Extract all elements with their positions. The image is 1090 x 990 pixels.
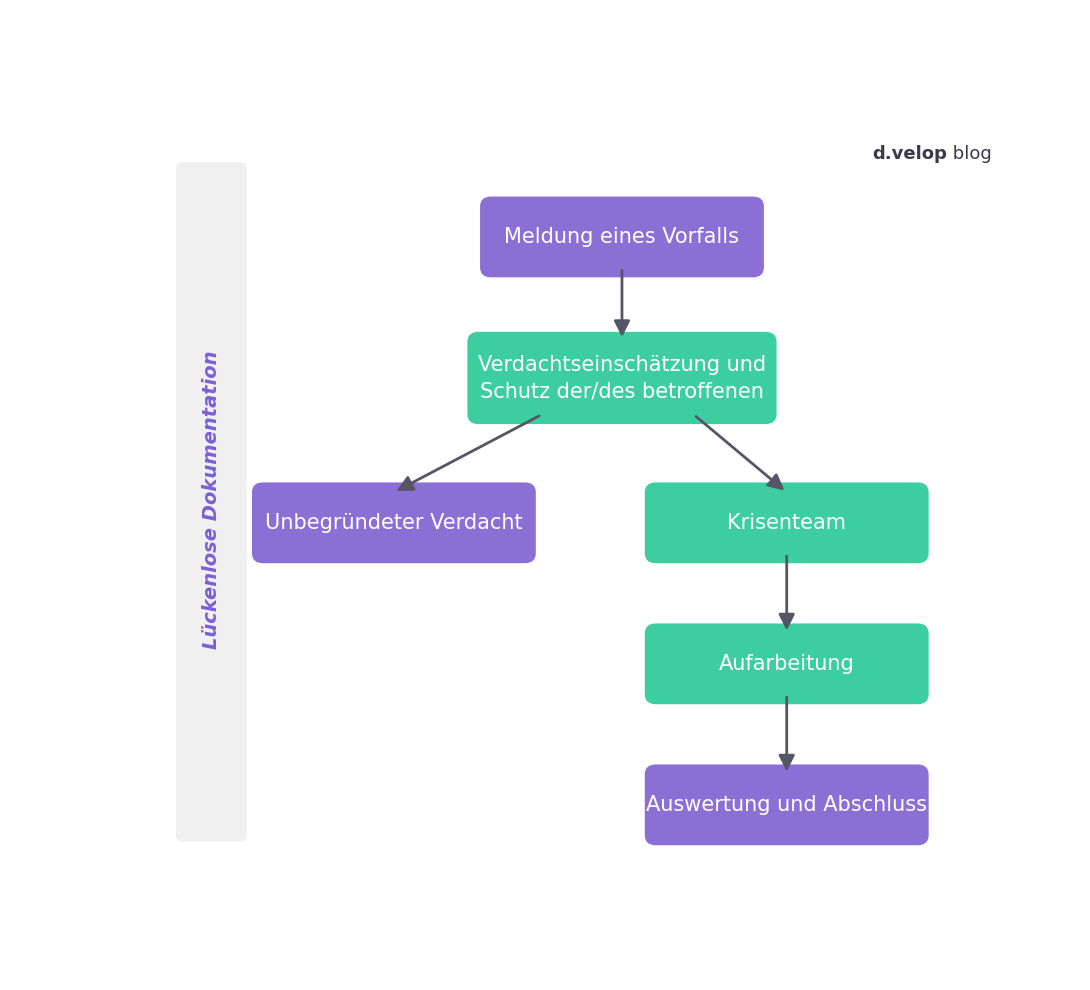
FancyBboxPatch shape — [468, 332, 776, 424]
Text: Krisenteam: Krisenteam — [727, 513, 846, 533]
Text: d.velop: d.velop — [872, 146, 947, 163]
FancyBboxPatch shape — [645, 764, 929, 845]
Text: Aufarbeitung: Aufarbeitung — [718, 653, 855, 674]
FancyBboxPatch shape — [252, 482, 536, 563]
Text: Verdachtseinschätzung und
Schutz der/des betroffenen: Verdachtseinschätzung und Schutz der/des… — [477, 354, 766, 401]
FancyBboxPatch shape — [175, 162, 247, 842]
Text: Unbegründeter Verdacht: Unbegründeter Verdacht — [265, 513, 523, 533]
Text: blog: blog — [947, 146, 992, 163]
Text: Auswertung und Abschluss: Auswertung und Abschluss — [646, 795, 928, 815]
FancyBboxPatch shape — [645, 624, 929, 704]
Text: Lückenlose Dokumentation: Lückenlose Dokumentation — [202, 350, 221, 649]
FancyBboxPatch shape — [645, 482, 929, 563]
FancyBboxPatch shape — [480, 197, 764, 277]
Text: Meldung eines Vorfalls: Meldung eines Vorfalls — [505, 227, 739, 247]
